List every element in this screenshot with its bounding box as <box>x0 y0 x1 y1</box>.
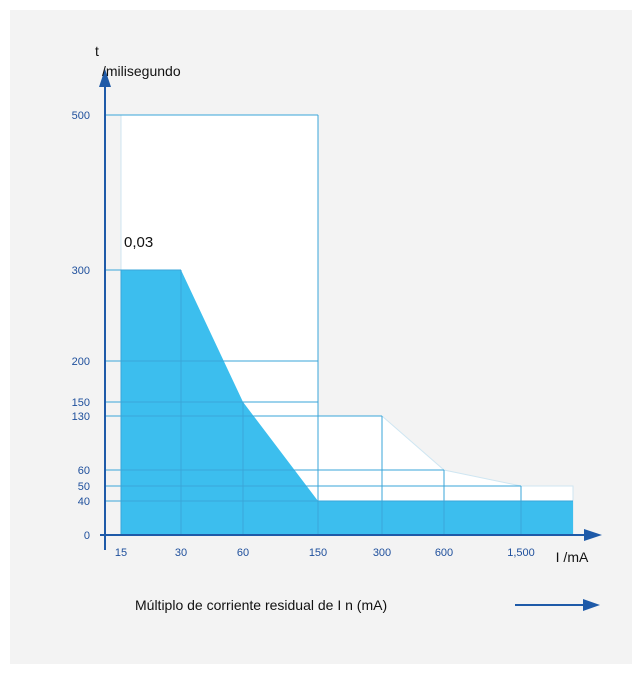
x-tick-label: 150 <box>309 547 327 559</box>
y-axis-title-line2: /milisegundo <box>102 63 181 79</box>
x-tick-label: 15 <box>115 547 127 559</box>
y-tick-label: 0 <box>84 530 90 542</box>
y-axis-title-line1: t <box>95 43 99 59</box>
y-tick-label: 300 <box>72 265 90 277</box>
axis-layer <box>99 69 602 550</box>
x-axis-arrow-icon <box>584 529 602 541</box>
x-tick-label: 60 <box>237 547 249 559</box>
y-tick-label: 150 <box>72 397 90 409</box>
y-tick-label: 40 <box>78 496 90 508</box>
chart-card: 0 40 50 60 130 150 200 300 500 15 30 60 150 300 600 1,… <box>10 10 632 664</box>
x-tick-label: 300 <box>373 547 391 559</box>
y-tick-label: 200 <box>72 356 90 368</box>
fill-layer <box>121 270 573 535</box>
y-tick-labels: 0 40 50 60 130 150 200 300 500 <box>72 110 90 542</box>
y-tick-label: 50 <box>78 481 90 493</box>
x-tick-label: 600 <box>435 547 453 559</box>
series-label: 0,03 <box>124 234 153 251</box>
y-axis-arrow-icon <box>99 69 111 87</box>
grid-layer <box>105 114 573 535</box>
trip-time-chart: 0 40 50 60 130 150 200 300 500 15 30 60 150 300 600 1,… <box>72 43 602 613</box>
x-tick-label: 30 <box>175 547 187 559</box>
x-tick-labels: 15 30 60 150 300 600 1,500 <box>115 547 535 559</box>
y-tick-label: 130 <box>72 411 90 423</box>
x-axis-title: I /mA <box>556 549 589 565</box>
arrow-right-icon <box>515 599 600 611</box>
series-area <box>121 270 573 535</box>
x-tick-label: 1,500 <box>507 547 535 559</box>
y-tick-label: 60 <box>78 465 90 477</box>
y-tick-label: 500 <box>72 110 90 122</box>
footer-caption: Múltiplo de corriente residual de I n (m… <box>135 597 387 613</box>
